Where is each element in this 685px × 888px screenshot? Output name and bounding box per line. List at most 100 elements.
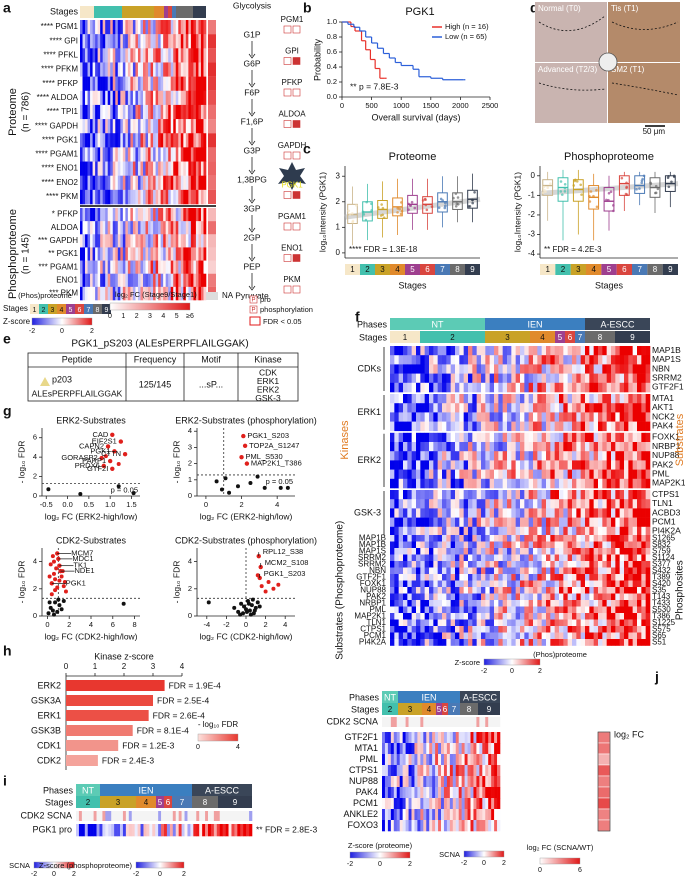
heatmap-cell — [489, 567, 495, 575]
heatmap-cell — [97, 20, 101, 35]
heatmap-cell — [472, 593, 477, 601]
heatmap-cell — [155, 221, 159, 235]
heatmap-cell — [112, 234, 116, 248]
point — [110, 466, 115, 471]
heatmap-cell — [125, 175, 129, 191]
heatmap-cell — [90, 34, 93, 49]
heatmap-cell — [178, 104, 182, 120]
heatmap-cell — [589, 373, 594, 384]
heatmap-cell — [554, 593, 560, 601]
heatmap-cell — [572, 541, 577, 549]
heatmap-cell — [442, 554, 447, 562]
heatmap-cell — [485, 732, 489, 744]
heatmap-cell — [437, 382, 443, 393]
heatmap-cell — [576, 394, 581, 404]
p-icon — [292, 88, 301, 97]
heatmap-cell — [615, 593, 620, 601]
heatmap-cell — [489, 561, 495, 568]
point — [271, 586, 276, 591]
heatmap-cell — [611, 364, 616, 374]
heatmap-cell — [112, 175, 116, 191]
heatmap-cell — [624, 587, 629, 594]
heatmap-cell — [476, 754, 480, 766]
heatmap-cell — [485, 798, 489, 810]
heatmap-cell — [533, 606, 538, 614]
stage-cell — [478, 703, 500, 715]
heatmap-cell — [403, 548, 408, 555]
heatmap-cell — [515, 451, 521, 461]
heatmap-cell — [82, 76, 86, 92]
heatmap-cell — [624, 567, 629, 575]
heatmap-cell — [472, 460, 477, 470]
heatmap-cell — [563, 394, 568, 404]
heatmap-cell — [528, 600, 534, 607]
heatmap-cell — [193, 34, 197, 49]
heatmap-cell — [528, 554, 534, 562]
stage-cell — [172, 6, 176, 18]
heatmap-cell — [628, 403, 633, 413]
jitter-point — [424, 203, 428, 207]
heatmap-cell — [92, 119, 96, 134]
fc-cell — [208, 62, 216, 77]
heatmap-cell — [411, 469, 417, 480]
heatmap-cell — [455, 421, 460, 432]
heatmap-cell — [576, 499, 581, 509]
point-label: PGK1_S203 — [247, 431, 289, 440]
heatmap-cell — [148, 208, 151, 222]
heatmap-cell — [624, 373, 629, 384]
value-label: FDR = 8.1E-4 — [137, 725, 189, 735]
stage-cell — [93, 304, 102, 314]
heatmap-cell — [507, 508, 512, 518]
label: Proteome — [389, 151, 437, 163]
heatmap-cell — [546, 535, 551, 542]
heatmap-cell — [489, 541, 495, 549]
heatmap-cell — [449, 743, 454, 755]
heatmap-cell — [637, 587, 642, 594]
heatmap-cell — [585, 632, 590, 640]
heatmap-cell — [507, 541, 512, 549]
heatmap-cell — [90, 76, 93, 92]
jitter-point — [544, 190, 547, 194]
colorbar-tick-label: 0 — [52, 871, 56, 878]
heatmap-cell — [407, 535, 412, 542]
scna-cell — [108, 811, 112, 821]
heatmap-cell — [164, 824, 168, 837]
heatmap-cell — [580, 517, 586, 528]
heatmap-cell — [100, 221, 103, 235]
heatmap-cell — [619, 478, 625, 489]
heatmap-cell — [416, 613, 421, 620]
heatmap-cell — [461, 754, 465, 766]
heatmap-cell — [107, 208, 111, 222]
heatmap-cell — [572, 460, 577, 470]
heatmap-cell — [624, 478, 629, 489]
heatmap-cell — [420, 421, 425, 432]
heatmap-cell — [611, 613, 616, 620]
heatmap-cell — [472, 554, 477, 562]
heatmap-cell — [463, 639, 469, 646]
heatmap-cell — [628, 346, 633, 356]
heatmap-cell — [402, 776, 406, 788]
scna-cell — [243, 811, 247, 821]
heatmap-cell — [524, 432, 529, 443]
heatmap-cell — [190, 189, 194, 205]
heatmap-cell — [100, 175, 103, 191]
heatmap-cell — [95, 133, 98, 148]
heatmap-cell — [468, 469, 473, 480]
heatmap-cell — [494, 442, 499, 452]
heatmap-cell — [559, 508, 564, 518]
heatmap-cell — [485, 432, 490, 443]
heatmap-cell — [150, 189, 154, 205]
heatmap-cell — [122, 189, 126, 205]
heatmap-cell — [135, 133, 139, 148]
heatmap-cell — [494, 460, 499, 470]
heatmap-cell — [494, 548, 499, 555]
fc-cell — [208, 119, 216, 134]
heatmap-cell — [85, 48, 88, 63]
heatmap-cell — [576, 382, 581, 393]
heatmap-cell — [120, 286, 124, 301]
heatmap-cell — [455, 469, 460, 480]
heatmap-cell — [546, 432, 551, 443]
heatmap-cell — [641, 548, 646, 555]
heatmap-cell — [153, 48, 156, 63]
heatmap-cell — [168, 90, 172, 106]
